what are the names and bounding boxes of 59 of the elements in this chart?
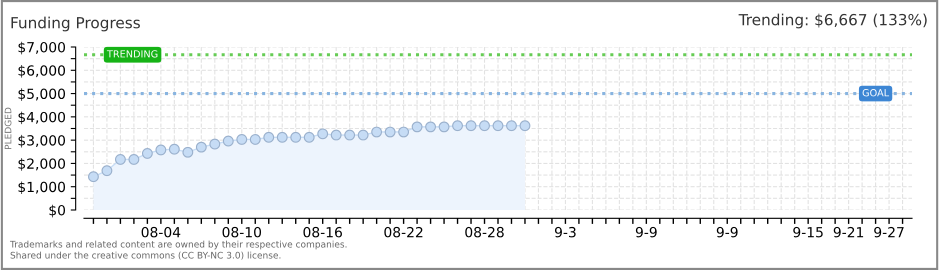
x-tick-label: 9-15	[793, 226, 823, 238]
point	[425, 121, 436, 132]
x-tick-label: 08-28	[465, 226, 504, 238]
point	[196, 142, 207, 153]
point	[128, 154, 140, 165]
point	[236, 134, 248, 145]
chart-title: Funding Progress	[12, 16, 140, 32]
point	[358, 130, 369, 140]
x-tick-label: 08-10	[222, 226, 262, 238]
point	[520, 120, 530, 132]
y-tick-label: $2,000	[18, 158, 66, 171]
point	[344, 130, 356, 140]
point	[384, 126, 396, 138]
y-tick-label: $1,000	[18, 181, 66, 194]
y-tick-label: $3,000	[18, 134, 66, 148]
point	[317, 128, 328, 140]
point	[155, 144, 166, 156]
y-tick-label: $0	[49, 204, 66, 218]
point	[182, 146, 194, 158]
point	[222, 136, 234, 146]
y-tick-label: $6,000	[18, 65, 66, 78]
ref-line-label: TRENDING	[106, 50, 158, 58]
point	[398, 126, 410, 138]
point	[290, 132, 302, 143]
point	[466, 120, 476, 132]
point	[263, 132, 274, 143]
x-tick-label: 08-22	[384, 226, 422, 238]
text: Trademarks and related content are owned by their respective companies.	[10, 240, 346, 250]
point	[209, 138, 220, 150]
point	[250, 134, 261, 145]
point	[479, 120, 490, 132]
point	[276, 132, 288, 143]
point	[371, 126, 382, 138]
x-tick-label: 9-21	[834, 226, 864, 238]
x-tick-label: 9-3	[554, 226, 576, 238]
point	[452, 120, 463, 132]
point	[438, 121, 450, 132]
point	[412, 121, 423, 132]
point	[168, 144, 180, 155]
chart-subtitle: Trending: $6,667 (133%)	[738, 14, 927, 28]
text: Shared under the creative commons (CC BY-NC 3.0) license.	[10, 252, 280, 260]
x-tick-label: 9-9	[716, 226, 738, 238]
x-tick-label: 08-16	[303, 226, 342, 238]
y-tick-label: $5,000	[18, 88, 66, 101]
x-tick-label: 08-04	[142, 226, 180, 238]
point	[114, 154, 126, 165]
y-tick-label: $4,000	[18, 112, 66, 124]
point	[492, 120, 504, 132]
y-tick-label: $7,000	[18, 42, 66, 54]
x-tick-label: 9-27	[874, 226, 904, 238]
point	[102, 165, 112, 176]
ref-line-label: GOAL	[862, 89, 890, 96]
point	[506, 120, 517, 132]
y-axis-title: PLEDGED	[4, 108, 12, 150]
point	[330, 130, 342, 140]
point	[304, 132, 315, 143]
point	[142, 148, 153, 159]
x-tick-label: 9-9	[636, 226, 657, 238]
point	[88, 171, 99, 182]
